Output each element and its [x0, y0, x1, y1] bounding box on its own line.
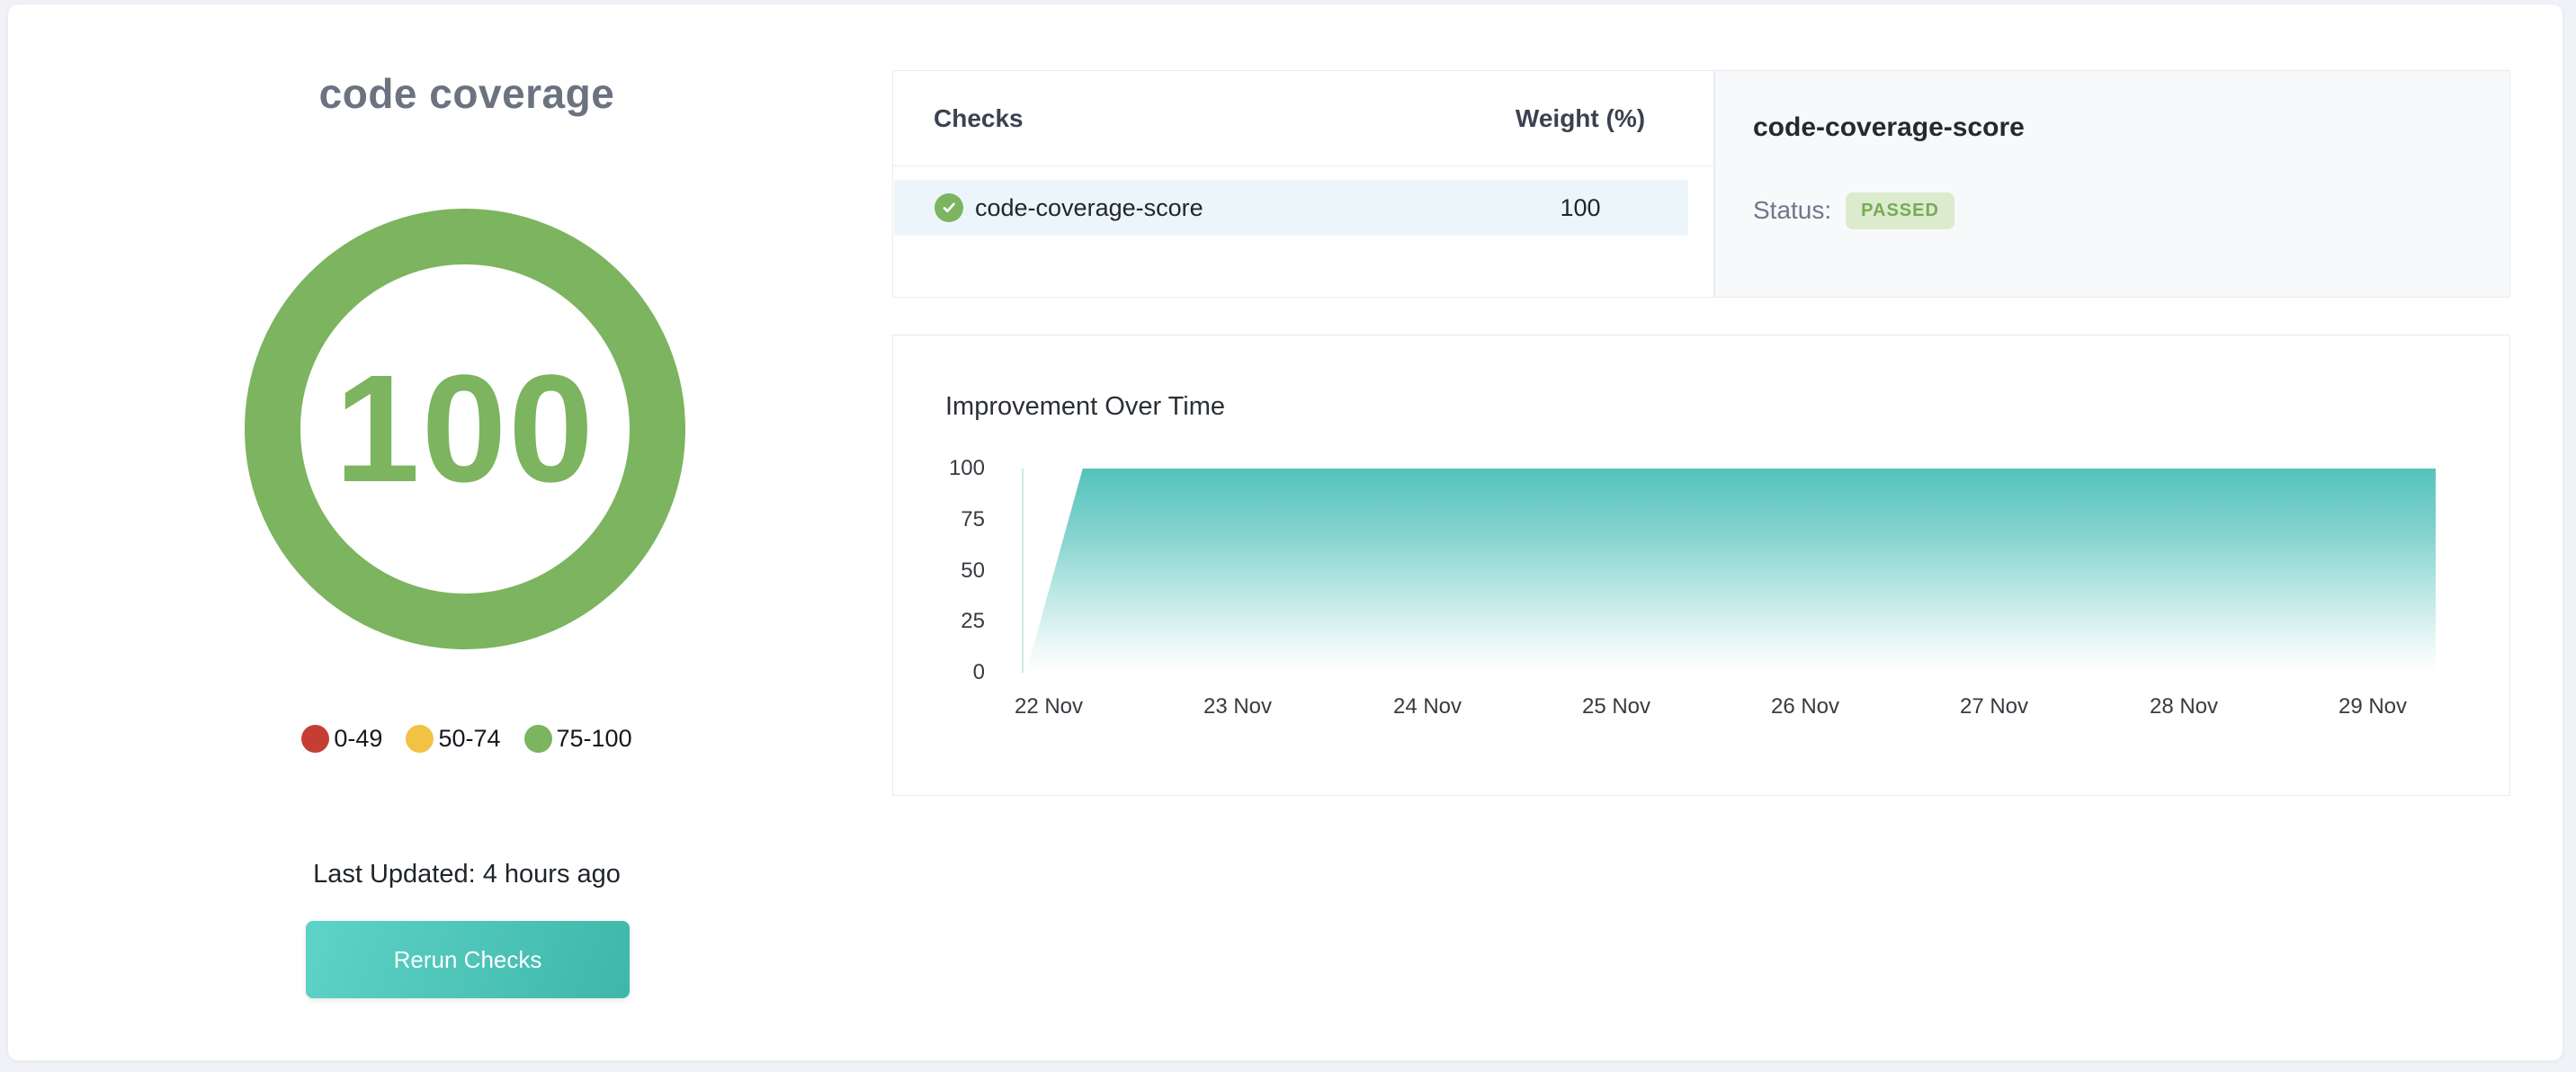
status-panel: code-coverage-score Status: PASSED [1714, 70, 2510, 298]
area-series-fill [1025, 469, 2436, 673]
legend-item-high: 75-100 [523, 724, 632, 753]
x-axis-tick-label: 22 Nov [1014, 694, 1084, 719]
y-axis-line [1022, 469, 1024, 673]
page-title: code coverage [318, 70, 615, 117]
red-dot-icon [301, 724, 330, 753]
y-axis-tick-label: 50 [961, 558, 985, 583]
checks-table-header: Checks Weight (%) [893, 71, 1713, 166]
y-axis-tick-label: 0 [972, 660, 985, 684]
status-panel-title: code-coverage-score [1753, 112, 2025, 142]
legend-label-low: 0-49 [334, 724, 383, 752]
x-axis-tick-label: 27 Nov [1959, 694, 2029, 719]
improvement-area-chart [1025, 469, 2436, 673]
green-dot-icon [523, 724, 552, 753]
table-row-code-coverage-score[interactable]: code-coverage-score 100 [894, 180, 1688, 236]
y-axis-tick-label: 75 [961, 507, 985, 532]
status-label: Status: [1753, 196, 1832, 224]
legend-item-mid: 50-74 [406, 724, 501, 753]
x-axis-tick-label: 24 Nov [1392, 694, 1462, 719]
yellow-dot-icon [406, 724, 434, 753]
column-header-checks: Checks [934, 103, 1024, 132]
score-value: 100 [335, 344, 595, 514]
check-weight: 100 [1560, 194, 1601, 221]
score-gauge: 100 [245, 209, 685, 649]
x-axis-tick-label: 25 Nov [1581, 694, 1651, 719]
last-updated-text: Last Updated: 4 hours ago [313, 860, 621, 889]
x-axis-tick-label: 26 Nov [1770, 694, 1840, 719]
status-row: Status: PASSED [1753, 192, 1954, 229]
legend-item-low: 0-49 [301, 724, 383, 753]
x-axis-tick-label: 28 Nov [2149, 694, 2219, 719]
dashboard-card: code coverage 100 0-49 50-74 75-100 Last… [7, 4, 2563, 1061]
score-legend: 0-49 50-74 75-100 [132, 720, 801, 756]
legend-label-high: 75-100 [556, 724, 632, 752]
x-axis-tick-label: 23 Nov [1203, 694, 1273, 719]
improvement-chart-card: Improvement Over Time 100 75 50 25 0 22 Nov 2… [892, 335, 2510, 796]
status-badge: PASSED [1846, 192, 1954, 229]
chart-title: Improvement Over Time [945, 392, 1226, 421]
y-axis-tick-label: 25 [961, 609, 985, 633]
legend-label-mid: 50-74 [438, 724, 501, 752]
y-axis-tick-label: 100 [948, 456, 985, 480]
check-passed-icon [935, 193, 963, 222]
check-name: code-coverage-score [975, 194, 1203, 221]
checks-table-card: Checks Weight (%) code-coverage-score 10… [892, 70, 1714, 298]
x-axis-tick-label: 29 Nov [2338, 694, 2408, 719]
column-header-weight: Weight (%) [1515, 103, 1646, 132]
rerun-checks-button[interactable]: Rerun Checks [306, 921, 630, 998]
